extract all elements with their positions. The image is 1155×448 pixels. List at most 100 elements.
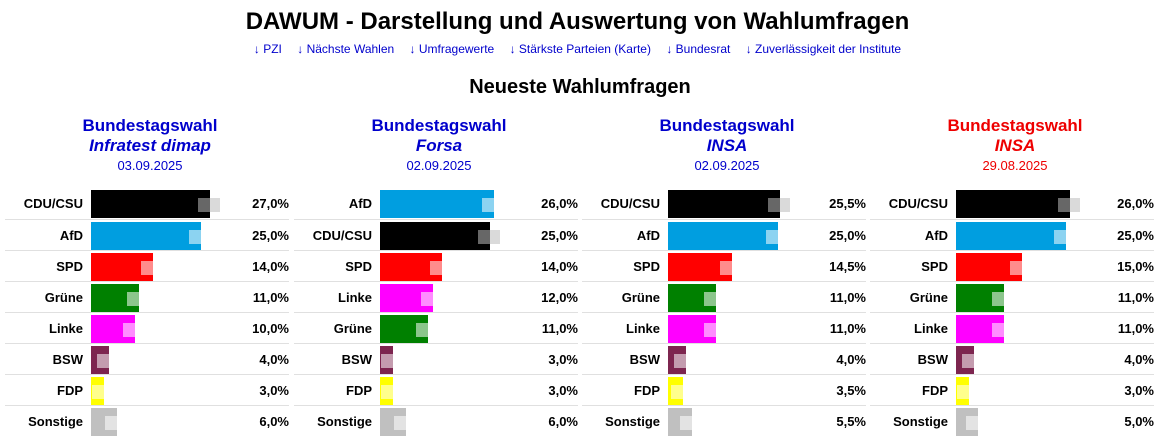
result-bar [956, 190, 1070, 218]
result-row: Sonstige 6,0% [294, 405, 578, 436]
nav-link-bundesrat[interactable]: ↓ Bundesrat [666, 42, 731, 56]
result-row: BSW 3,0% [294, 343, 578, 374]
party-label: FDP [57, 383, 83, 398]
previous-result-marker [394, 416, 416, 430]
previous-result-marker [720, 261, 742, 275]
result-row: BSW 4,0% [870, 343, 1154, 374]
result-value: 4,0% [1124, 352, 1154, 367]
result-value: 14,0% [252, 259, 289, 274]
poll-election: Bundestagswahl [371, 116, 507, 135]
result-value: 6,0% [548, 414, 578, 429]
previous-result-marker [1010, 261, 1032, 275]
nav-link-strongest-parties-map[interactable]: ↓ Stärkste Parteien (Karte) [509, 42, 651, 56]
previous-result-marker [768, 198, 790, 212]
party-label: FDP [634, 383, 660, 398]
poll-panel: Bundestagswahl INSA 29.08.2025 CDU/CSU 26,0%… [870, 116, 1154, 448]
result-bar [380, 190, 494, 218]
result-row: Linke 10,0% [5, 312, 289, 343]
result-value: 3,0% [259, 383, 289, 398]
party-label: SPD [345, 259, 372, 274]
result-row: Sonstige 6,0% [5, 405, 289, 436]
result-value: 6,0% [259, 414, 289, 429]
previous-result-marker [198, 198, 220, 212]
previous-result-marker [127, 292, 149, 306]
party-label: FDP [346, 383, 372, 398]
party-label: SPD [633, 259, 660, 274]
result-row: FDP 3,0% [5, 374, 289, 405]
poll-date: 02.09.2025 [694, 158, 760, 173]
result-value: 25,0% [252, 228, 289, 243]
result-row: Sonstige 5,0% [870, 405, 1154, 436]
result-value: 27,0% [252, 196, 289, 211]
party-label: Sonstige [317, 414, 372, 429]
party-label: FDP [922, 383, 948, 398]
party-label: Grüne [333, 321, 372, 336]
poll-election: Bundestagswahl [947, 116, 1083, 135]
previous-result-marker [189, 230, 211, 244]
nav-link-poll-values[interactable]: ↓ Umfragewerte [409, 42, 495, 56]
poll-date: 03.09.2025 [117, 158, 183, 173]
result-row: FDP 3,0% [294, 374, 578, 405]
result-row: CDU/CSU 25,0% [294, 219, 578, 250]
result-row: CDU/CSU 25,5% [582, 188, 866, 219]
previous-result-marker [430, 261, 452, 275]
party-label: CDU/CSU [23, 196, 83, 211]
previous-result-marker [478, 230, 500, 244]
party-label: CDU/CSU [888, 196, 948, 211]
poll-institute: Forsa [415, 136, 463, 155]
result-value: 4,0% [259, 352, 289, 367]
poll-header[interactable]: Bundestagswahl Infratest dimap 03.09.2025 [5, 116, 295, 175]
nav-link-pzi[interactable]: ↓ PZI [253, 42, 282, 56]
result-row: BSW 4,0% [582, 343, 866, 374]
site-title: DAWUM - Darstellung und Auswertung von W… [245, 8, 910, 35]
result-value: 15,0% [1117, 259, 1154, 274]
result-row: Grüne 11,0% [5, 281, 289, 312]
previous-result-marker [1058, 198, 1080, 212]
party-label: SPD [56, 259, 83, 274]
result-value: 3,0% [548, 352, 578, 367]
result-row: SPD 14,0% [294, 250, 578, 281]
section-title: Neueste Wahlumfragen [469, 76, 691, 98]
previous-result-marker [992, 292, 1014, 306]
party-label: Sonstige [28, 414, 83, 429]
result-bar [956, 222, 1066, 250]
result-value: 3,0% [1124, 383, 1154, 398]
poll-header[interactable]: Bundestagswahl INSA 29.08.2025 [870, 116, 1155, 175]
party-label: AfD [636, 228, 660, 243]
previous-result-marker [992, 323, 1014, 337]
nav-link-institute-reliability[interactable]: ↓ Zuverlässigkeit der Institute [745, 42, 902, 56]
result-row: Linke 12,0% [294, 281, 578, 312]
result-row: SPD 14,5% [582, 250, 866, 281]
result-value: 5,5% [836, 414, 866, 429]
result-value: 4,0% [836, 352, 866, 367]
party-label: Linke [914, 321, 948, 336]
poll-header[interactable]: Bundestagswahl INSA 02.09.2025 [582, 116, 872, 175]
result-value: 3,5% [836, 383, 866, 398]
poll-election: Bundestagswahl [659, 116, 795, 135]
result-value: 25,0% [541, 228, 578, 243]
poll-election: Bundestagswahl [82, 116, 218, 135]
result-value: 26,0% [1117, 196, 1154, 211]
result-row: AfD 25,0% [5, 219, 289, 250]
result-value: 11,0% [252, 290, 289, 305]
nav-link-next-elections[interactable]: ↓ Nächste Wahlen [297, 42, 395, 56]
result-row: CDU/CSU 26,0% [870, 188, 1154, 219]
result-bar [91, 222, 201, 250]
party-label: Sonstige [605, 414, 660, 429]
result-value: 25,5% [829, 196, 866, 211]
previous-result-marker [674, 354, 696, 368]
previous-result-marker [92, 385, 114, 399]
previous-result-marker [680, 416, 702, 430]
party-label: AfD [348, 196, 372, 211]
poll-header[interactable]: Bundestagswahl Forsa 02.09.2025 [294, 116, 584, 175]
party-label: SPD [921, 259, 948, 274]
previous-result-marker [381, 354, 403, 368]
result-value: 11,0% [1117, 290, 1154, 305]
previous-result-marker [671, 385, 693, 399]
previous-result-marker [105, 416, 127, 430]
result-bar [91, 190, 210, 218]
result-bar [668, 190, 780, 218]
poll-panel: Bundestagswahl Infratest dimap 03.09.2025 C… [5, 116, 289, 448]
previous-result-marker [381, 385, 403, 399]
party-label: Linke [49, 321, 83, 336]
